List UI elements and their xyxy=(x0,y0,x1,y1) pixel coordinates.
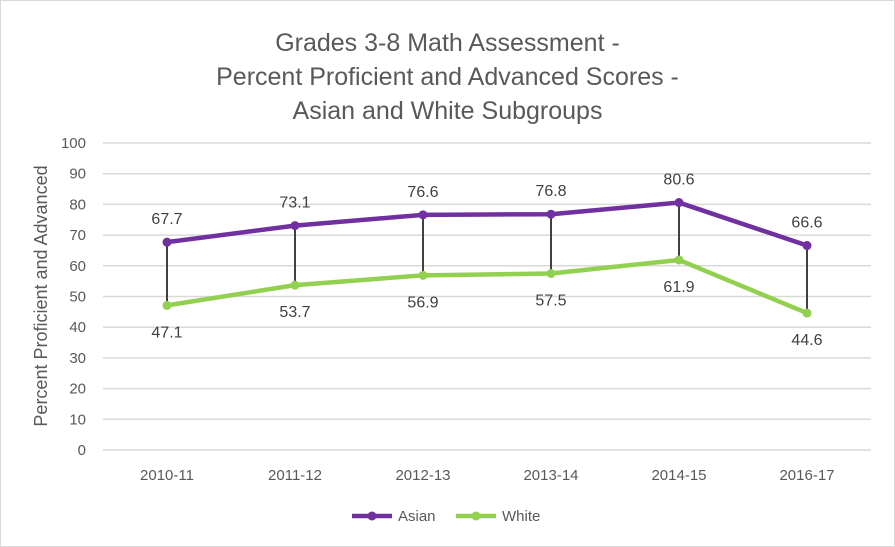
x-tick-label: 2012-13 xyxy=(395,467,450,484)
data-label-white: 53.7 xyxy=(279,304,310,321)
chart-title: Grades 3-8 Math Assessment - Percent Pro… xyxy=(0,26,895,128)
data-point-white xyxy=(162,300,172,310)
legend-label-asian: Asian xyxy=(398,508,436,525)
data-point-white xyxy=(802,308,812,318)
series-line-asian xyxy=(166,200,808,248)
legend-marker-white xyxy=(471,511,481,521)
data-label-asian: 76.6 xyxy=(407,184,438,201)
x-tick-label: 2011-12 xyxy=(268,467,322,484)
data-point-asian xyxy=(290,221,300,231)
data-point-white xyxy=(418,270,428,280)
y-tick-label: 80 xyxy=(69,196,86,213)
legend-label-white: White xyxy=(502,508,540,525)
data-point-white xyxy=(290,280,300,290)
data-label-white: 56.9 xyxy=(407,294,438,311)
data-point-white xyxy=(674,255,684,265)
x-tick-label: 2010-11 xyxy=(140,467,194,484)
y-tick-label: 60 xyxy=(69,258,86,275)
data-label-white: 47.1 xyxy=(151,324,182,341)
data-point-white xyxy=(546,268,556,278)
chart-title-line-3: Asian and White Subgroups xyxy=(292,97,603,125)
data-point-asian xyxy=(674,198,684,208)
x-tick-label: 2013-14 xyxy=(523,467,578,484)
data-point-asian xyxy=(546,209,556,219)
data-label-white: 44.6 xyxy=(791,332,822,349)
x-tick-label: 2014-15 xyxy=(651,467,706,484)
y-tick-label: 70 xyxy=(69,227,86,244)
y-tick-label: 100 xyxy=(61,135,86,152)
data-label-white: 61.9 xyxy=(663,279,694,296)
data-label-white: 57.5 xyxy=(535,292,566,309)
y-tick-label: 30 xyxy=(69,350,86,367)
series-line-white xyxy=(166,257,808,316)
y-tick-label: 0 xyxy=(78,442,86,459)
data-point-asian xyxy=(162,237,172,247)
data-point-asian xyxy=(418,210,428,220)
chart-title-line-1: Grades 3-8 Math Assessment - xyxy=(275,29,620,57)
data-point-asian xyxy=(802,241,812,251)
legend-marker-asian xyxy=(367,511,377,521)
data-label-asian: 80.6 xyxy=(663,172,694,189)
data-label-asian: 67.7 xyxy=(151,211,182,228)
y-tick-label: 40 xyxy=(69,319,86,336)
y-tick-label: 50 xyxy=(69,289,86,306)
y-tick-label: 10 xyxy=(69,411,86,428)
y-axis-label: Percent Proficient and Advanced xyxy=(31,165,51,426)
data-label-asian: 73.1 xyxy=(279,195,310,212)
chart-title-line-2: Percent Proficient and Advanced Scores - xyxy=(216,63,679,91)
y-tick-label: 90 xyxy=(69,166,86,183)
x-tick-label: 2016-17 xyxy=(779,467,834,484)
y-tick-label: 20 xyxy=(69,381,86,398)
data-label-asian: 76.8 xyxy=(535,183,566,200)
data-label-asian: 66.6 xyxy=(791,215,822,232)
